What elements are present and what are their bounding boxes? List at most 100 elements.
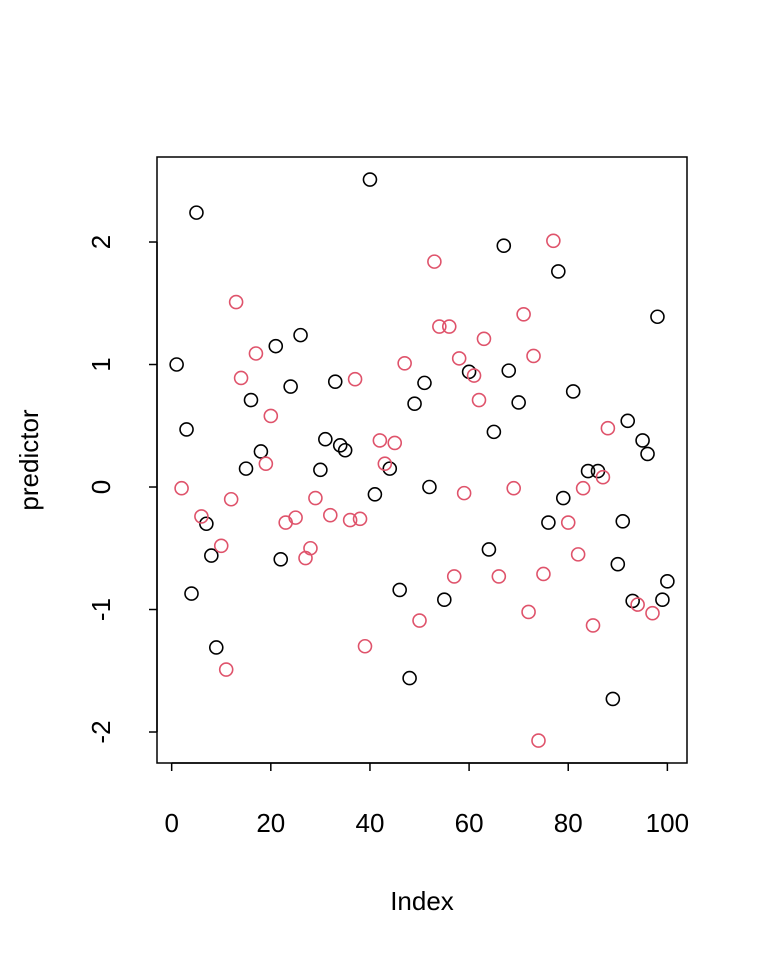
point (347, 371, 363, 387)
x-tick-label: 20 (256, 808, 285, 838)
point (377, 456, 393, 472)
point (199, 516, 214, 532)
point (551, 264, 566, 279)
point (318, 431, 333, 447)
point (263, 408, 279, 424)
point (605, 691, 621, 707)
point (223, 491, 239, 507)
point (486, 424, 502, 440)
point (213, 538, 229, 554)
x-tick-label: 40 (355, 808, 384, 838)
point (357, 638, 373, 654)
point (288, 510, 303, 525)
point (412, 613, 427, 628)
point (541, 515, 556, 530)
plot-frame (156, 156, 688, 764)
point (491, 569, 507, 584)
point (506, 480, 522, 496)
point (273, 551, 289, 567)
point (615, 514, 631, 529)
point (204, 548, 219, 563)
y-axis-label: predictor (14, 409, 44, 510)
x-tick-label: 100 (646, 808, 689, 838)
point (233, 370, 249, 386)
point (382, 461, 398, 476)
y-tick-label: 1 (86, 357, 116, 371)
point (476, 331, 492, 347)
point (635, 433, 650, 448)
point (645, 605, 660, 621)
y-tick-label: -2 (86, 720, 116, 743)
point (432, 319, 447, 334)
point (422, 479, 437, 495)
point (248, 346, 264, 361)
point (407, 396, 422, 412)
point (387, 435, 403, 451)
point (322, 507, 338, 523)
point (650, 309, 665, 325)
point (362, 172, 378, 187)
point (501, 363, 517, 378)
point (238, 461, 254, 476)
y-tick-label: 0 (86, 480, 116, 494)
x-tick-label: 0 (164, 808, 178, 838)
point (625, 593, 640, 609)
point (555, 490, 571, 506)
point (352, 511, 368, 527)
x-axis-label: Index (390, 886, 454, 916)
point (253, 444, 269, 459)
x-tick-label: 60 (455, 808, 484, 838)
point (313, 462, 328, 478)
point (531, 733, 546, 748)
point (327, 374, 343, 389)
point (600, 420, 616, 436)
point (258, 456, 274, 472)
point (620, 413, 636, 429)
x-tick-label: 80 (554, 808, 583, 838)
point (546, 233, 561, 249)
point (174, 480, 189, 496)
point (516, 306, 531, 322)
point (184, 586, 199, 601)
point (402, 670, 417, 686)
point (595, 469, 611, 485)
point (446, 569, 462, 584)
point (466, 368, 482, 383)
point (511, 395, 526, 410)
point (526, 348, 541, 364)
point (243, 392, 259, 408)
point (397, 355, 412, 371)
point (303, 540, 318, 556)
point (585, 618, 601, 633)
point (441, 319, 457, 334)
point (189, 205, 204, 220)
point (169, 357, 184, 372)
point (481, 542, 497, 557)
point (437, 592, 452, 608)
point (194, 509, 209, 524)
point (565, 384, 581, 399)
point (342, 512, 358, 528)
point (521, 604, 536, 620)
point (179, 422, 194, 437)
point (640, 446, 655, 462)
point (392, 582, 407, 598)
point (332, 438, 348, 453)
point (461, 364, 477, 380)
point (570, 547, 586, 562)
point (228, 294, 244, 310)
point (471, 392, 487, 408)
y-tick-label: 2 (86, 235, 116, 249)
point (536, 566, 551, 582)
point (451, 351, 467, 366)
point (367, 487, 383, 502)
point (337, 442, 353, 458)
point (560, 515, 576, 530)
point (283, 379, 298, 394)
point (496, 238, 512, 253)
point (655, 592, 670, 608)
point (372, 433, 388, 448)
y-tick-label: -1 (86, 598, 116, 621)
point (580, 463, 596, 479)
